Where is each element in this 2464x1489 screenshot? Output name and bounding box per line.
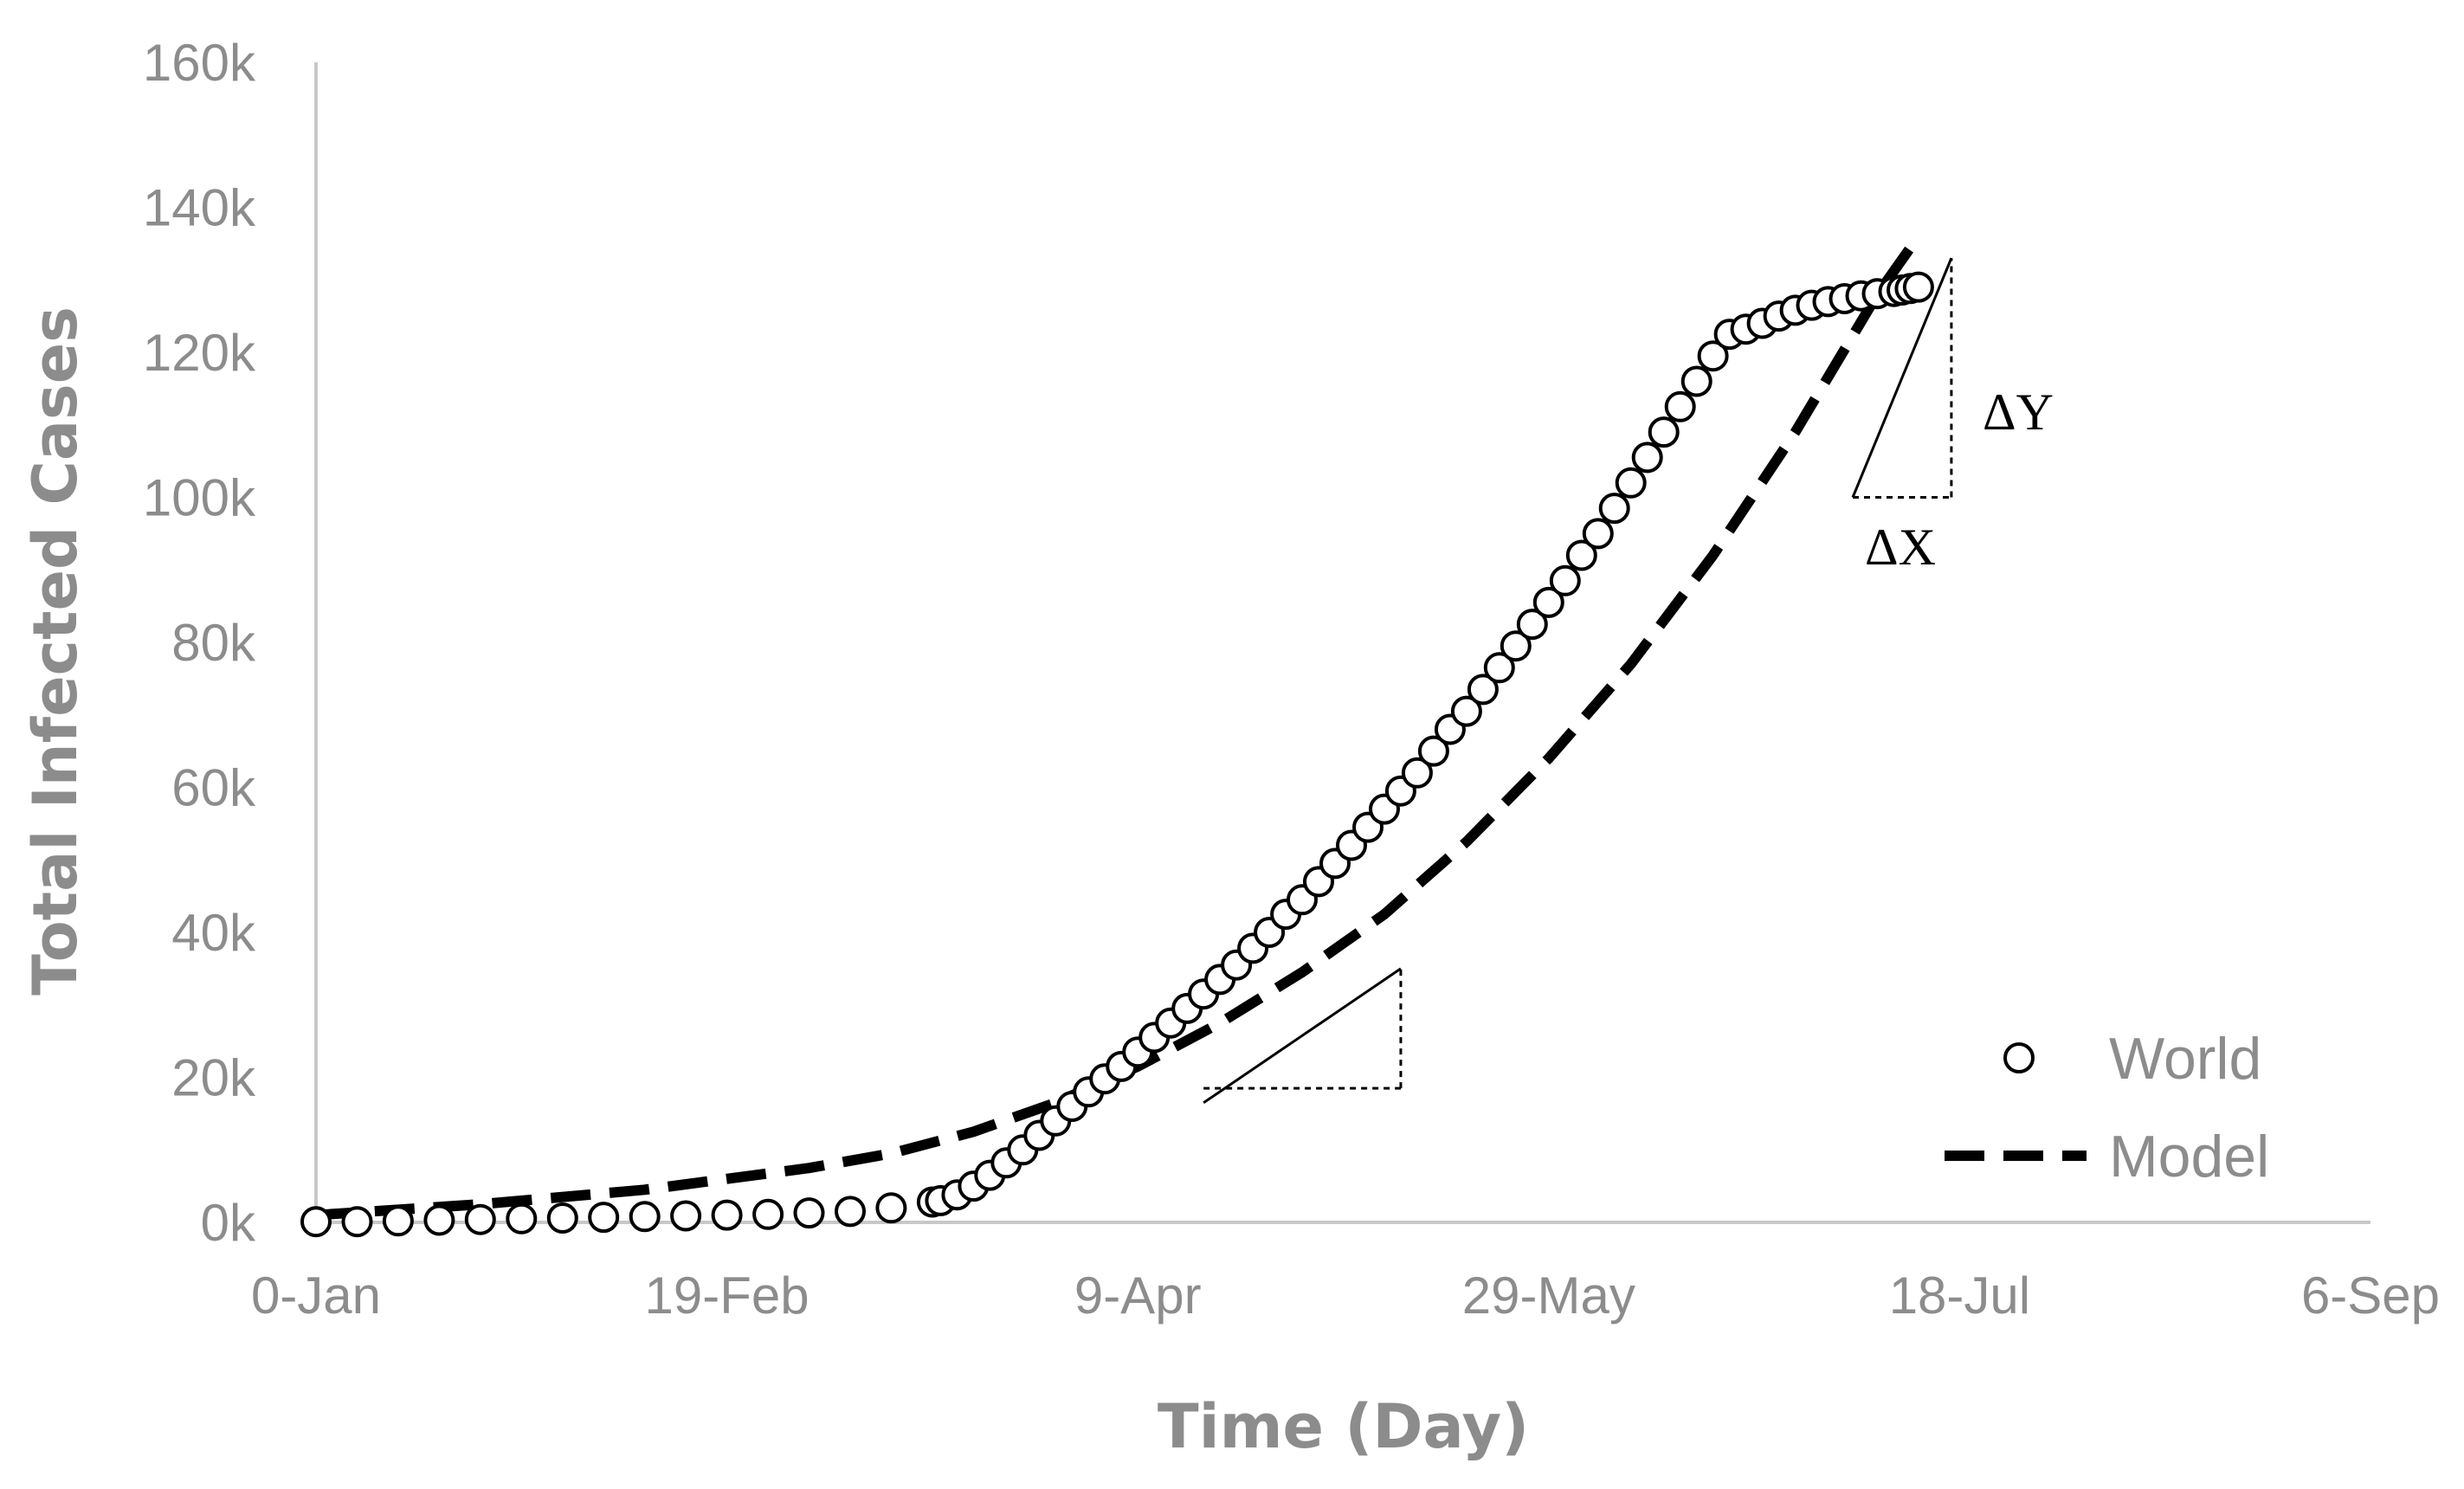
world-point [1664,390,1696,422]
world-point [546,1202,578,1234]
world-point [1565,539,1597,571]
x-tick-label: 18-Jul [1889,1267,2030,1325]
y-tick-label: 140k [143,179,256,237]
world-point [1450,695,1482,727]
world-point [1631,442,1663,474]
world-point [382,1205,414,1237]
y-axis-title: Total Infected Cases [20,306,91,996]
world-point [588,1202,620,1234]
world-point [341,1206,373,1238]
legend: World Model [1945,1026,2269,1189]
x-tick-label: 9-Apr [1074,1267,1202,1325]
world-point [711,1199,743,1231]
y-tick-label: 20k [171,1049,256,1107]
y-tick-label: 0k [201,1194,256,1252]
world-point [1902,271,1934,303]
world-point [1615,467,1647,499]
y-tick-label: 40k [171,904,256,962]
y-tick-label: 60k [171,759,256,817]
tangent-line [1203,967,1402,1105]
world-point [423,1204,455,1236]
y-tick-label: 160k [143,34,256,92]
world-point [1500,630,1532,662]
world-point [464,1203,496,1235]
x-tick-labels: 0-Jan 19-Feb 9-Apr 29-May 18-Jul 6-Sep [251,1267,2440,1325]
world-point [629,1201,661,1233]
world-point [1516,609,1548,641]
legend-world-label: World [2109,1026,2261,1092]
world-point [300,1206,332,1238]
world-point [1401,757,1433,789]
y-tick-labels: 0k 20k 40k 60k 80k 100k 120k 140k 160k [143,34,256,1252]
world-point [1467,674,1499,706]
world-point [506,1202,538,1234]
x-tick-label: 29-May [1462,1267,1635,1325]
y-tick-label: 120k [143,324,256,382]
slope-annotations: ΔX ΔY [1203,257,2054,1105]
world-point [1680,365,1713,397]
y-tick-label: 80k [171,614,256,672]
x-tick-label: 0-Jan [251,1267,381,1325]
world-point [752,1198,784,1230]
y-tick-label: 100k [143,469,256,527]
axes [314,62,2370,1224]
world-point [1598,493,1630,525]
world-point [1549,564,1581,596]
x-tick-label: 19-Feb [645,1267,810,1325]
world-point [1648,416,1680,448]
world-point [835,1196,866,1228]
world-point [1532,586,1564,618]
series-world [300,271,1934,1238]
x-axis-title: Time (Day) [1158,1391,1529,1462]
world-point [1697,340,1729,372]
world-point [875,1192,907,1224]
x-tick-label: 6-Sep [2301,1267,2440,1325]
world-point [670,1200,702,1232]
tangent-line [1851,257,1953,499]
world-point [1483,652,1515,684]
legend-world-marker [2003,1042,2035,1073]
world-point [1582,518,1614,550]
world-point [793,1197,825,1229]
delta-y-label: ΔY [1983,384,2054,441]
world-point [1417,735,1449,767]
delta-x-label: ΔX [1865,519,1936,576]
legend-model-label: Model [2109,1124,2269,1189]
